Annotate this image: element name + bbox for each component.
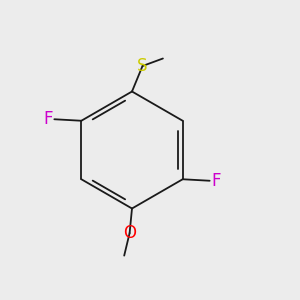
Text: S: S [137,57,148,75]
Text: F: F [43,110,52,128]
Text: F: F [212,172,221,190]
Text: O: O [123,224,136,242]
